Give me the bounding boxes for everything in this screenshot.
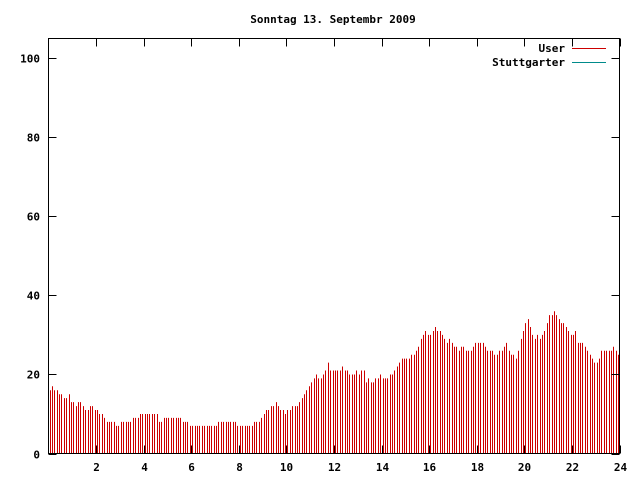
x-tick-label: 8 [236,461,243,474]
y-tick-label: 80 [27,132,40,145]
y-tick-label: 60 [27,211,40,224]
x-tick-label: 14 [376,461,390,474]
x-tick-label: 18 [471,461,484,474]
x-tick-label: 16 [423,461,437,474]
x-tick-label: 24 [614,461,628,474]
x-axis: 2 4 6 8 10 12 14 16 18 20 22 24 [93,38,628,474]
y-tick-label: 20 [27,369,40,382]
legend: User Stuttgarter [492,42,606,69]
x-tick-label: 22 [566,461,579,474]
x-tick-label: 6 [188,461,195,474]
x-tick-label: 10 [280,461,293,474]
legend-label-stuttgarter: Stuttgarter [492,56,565,69]
y-tick-label: 0 [33,449,40,462]
legend-label-user: User [539,42,566,55]
x-tick-label: 2 [93,461,100,474]
x-tick-label: 4 [141,461,148,474]
x-tick-label: 20 [518,461,531,474]
y-tick-label: 100 [20,53,40,66]
y-axis: 0 20 40 60 80 100 [20,53,620,462]
y-tick-label: 40 [27,290,40,303]
x-tick-label: 12 [328,461,341,474]
bars-layer [50,311,619,454]
chart-title: Sonntag 13. Septembr 2009 [250,13,416,26]
